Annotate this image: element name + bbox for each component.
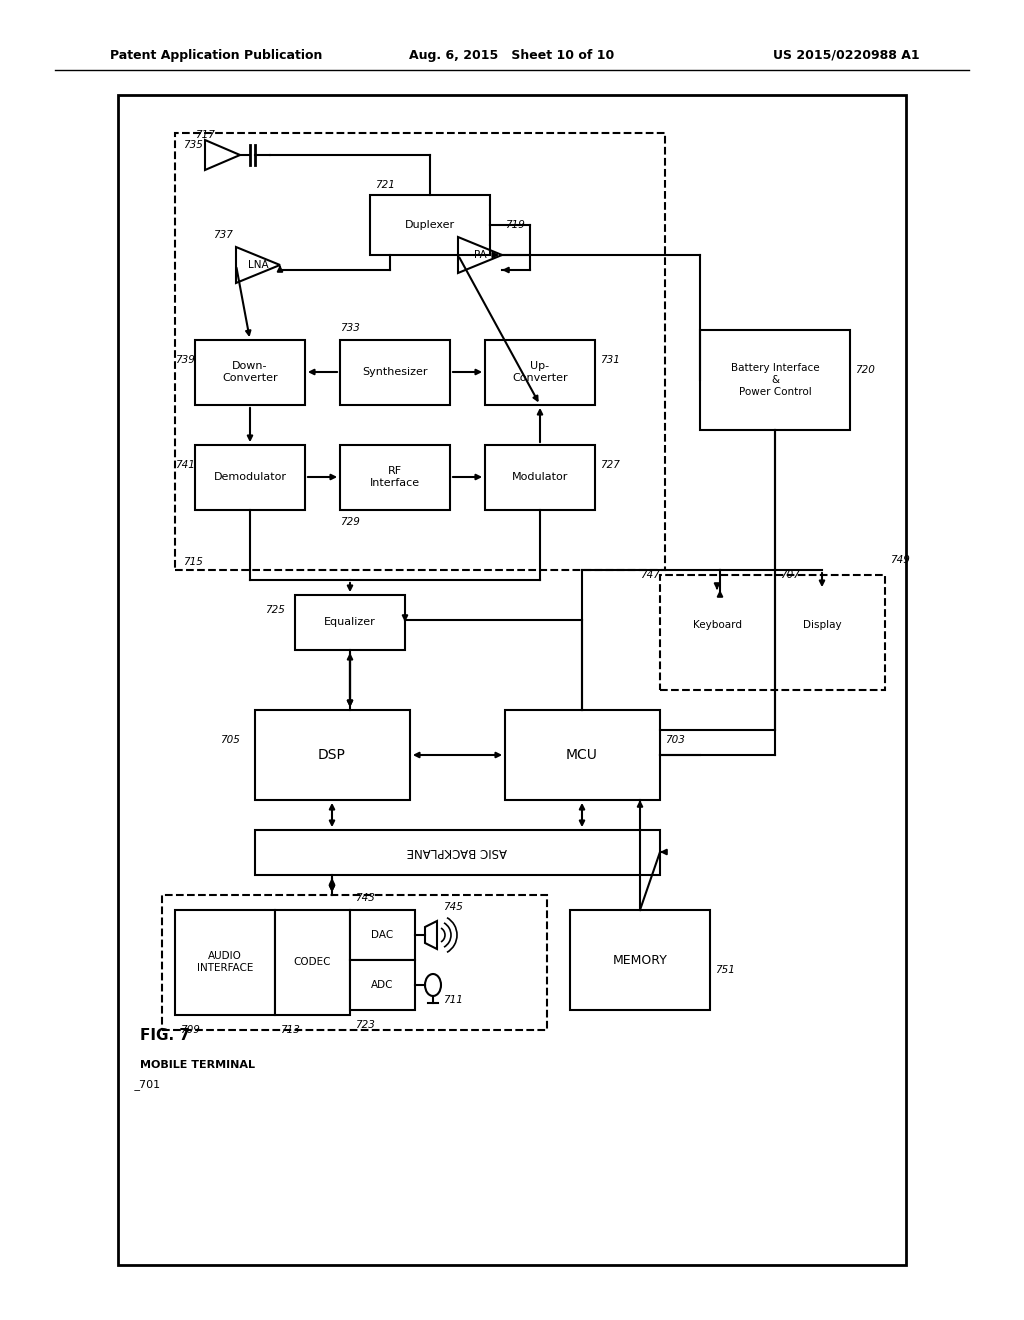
Bar	[350, 960, 415, 1010]
Bar	[485, 341, 595, 405]
Text: MEMORY: MEMORY	[612, 953, 668, 966]
Text: 735: 735	[183, 140, 203, 150]
Bar	[570, 909, 710, 1010]
Text: 747: 747	[640, 570, 660, 579]
Bar	[700, 330, 850, 430]
Bar	[295, 595, 406, 649]
Bar	[195, 341, 305, 405]
Bar	[340, 445, 450, 510]
Text: 711: 711	[443, 995, 463, 1005]
Bar	[255, 830, 660, 875]
Bar	[505, 710, 660, 800]
Bar	[175, 133, 665, 570]
Text: CODEC: CODEC	[293, 957, 331, 968]
Bar	[350, 909, 415, 960]
Bar	[255, 710, 410, 800]
Text: 719: 719	[505, 220, 525, 230]
Text: 723: 723	[355, 1020, 375, 1030]
Bar	[118, 95, 906, 1265]
Text: 720: 720	[855, 366, 874, 375]
Text: 721: 721	[375, 180, 395, 190]
Text: US 2015/0220988 A1: US 2015/0220988 A1	[773, 49, 920, 62]
Text: 715: 715	[183, 557, 203, 568]
Text: AUDIO
INTERFACE: AUDIO INTERFACE	[197, 952, 253, 973]
Text: Keyboard: Keyboard	[692, 620, 741, 630]
Text: 707: 707	[780, 570, 800, 579]
Text: 743: 743	[355, 894, 375, 903]
Text: DSP: DSP	[318, 748, 346, 762]
Text: Display: Display	[803, 620, 842, 630]
Text: 727: 727	[600, 459, 620, 470]
Text: 749: 749	[890, 554, 910, 565]
Text: Synthesizer: Synthesizer	[362, 367, 428, 378]
Text: 739: 739	[175, 355, 195, 366]
Text: DAC: DAC	[371, 931, 393, 940]
Text: 709: 709	[180, 1026, 200, 1035]
Bar	[775, 590, 870, 660]
Text: ASIC BACKPLANE: ASIC BACKPLANE	[407, 846, 507, 858]
Bar	[175, 909, 275, 1015]
Bar	[275, 909, 350, 1015]
Text: 717: 717	[195, 129, 215, 140]
Text: MOBILE TERMINAL: MOBILE TERMINAL	[140, 1060, 255, 1071]
Bar	[370, 195, 490, 255]
Text: PA: PA	[474, 249, 486, 260]
Text: Patent Application Publication: Patent Application Publication	[110, 49, 323, 62]
Text: ADC: ADC	[371, 979, 393, 990]
Text: Down-
Converter: Down- Converter	[222, 362, 278, 383]
Text: 729: 729	[340, 517, 360, 527]
Text: Modulator: Modulator	[512, 473, 568, 482]
Text: Equalizer: Equalizer	[325, 616, 376, 627]
Text: 733: 733	[340, 323, 360, 333]
Text: Aug. 6, 2015   Sheet 10 of 10: Aug. 6, 2015 Sheet 10 of 10	[410, 49, 614, 62]
Text: FIG. 7: FIG. 7	[140, 1027, 190, 1043]
Bar	[195, 445, 305, 510]
Text: Demodulator: Demodulator	[213, 473, 287, 482]
Text: RF
Interface: RF Interface	[370, 466, 420, 488]
Text: 725: 725	[265, 605, 285, 615]
Text: Duplexer: Duplexer	[404, 220, 455, 230]
Text: Up-
Converter: Up- Converter	[512, 362, 568, 383]
Text: 741: 741	[175, 459, 195, 470]
Bar	[660, 576, 885, 690]
Bar	[670, 590, 765, 660]
Text: 737: 737	[213, 230, 232, 240]
Bar	[485, 445, 595, 510]
Text: LNA: LNA	[248, 260, 268, 271]
Text: ̲701: ̲701	[140, 1080, 161, 1090]
Text: 745: 745	[443, 902, 463, 912]
Text: 751: 751	[715, 965, 735, 975]
Bar	[162, 895, 547, 1030]
Text: Battery Interface
&
Power Control: Battery Interface & Power Control	[731, 363, 819, 396]
Text: 731: 731	[600, 355, 620, 366]
Bar	[340, 341, 450, 405]
Text: 713: 713	[280, 1026, 300, 1035]
Text: MCU: MCU	[566, 748, 598, 762]
Text: 703: 703	[665, 735, 685, 744]
Text: 705: 705	[220, 735, 240, 744]
